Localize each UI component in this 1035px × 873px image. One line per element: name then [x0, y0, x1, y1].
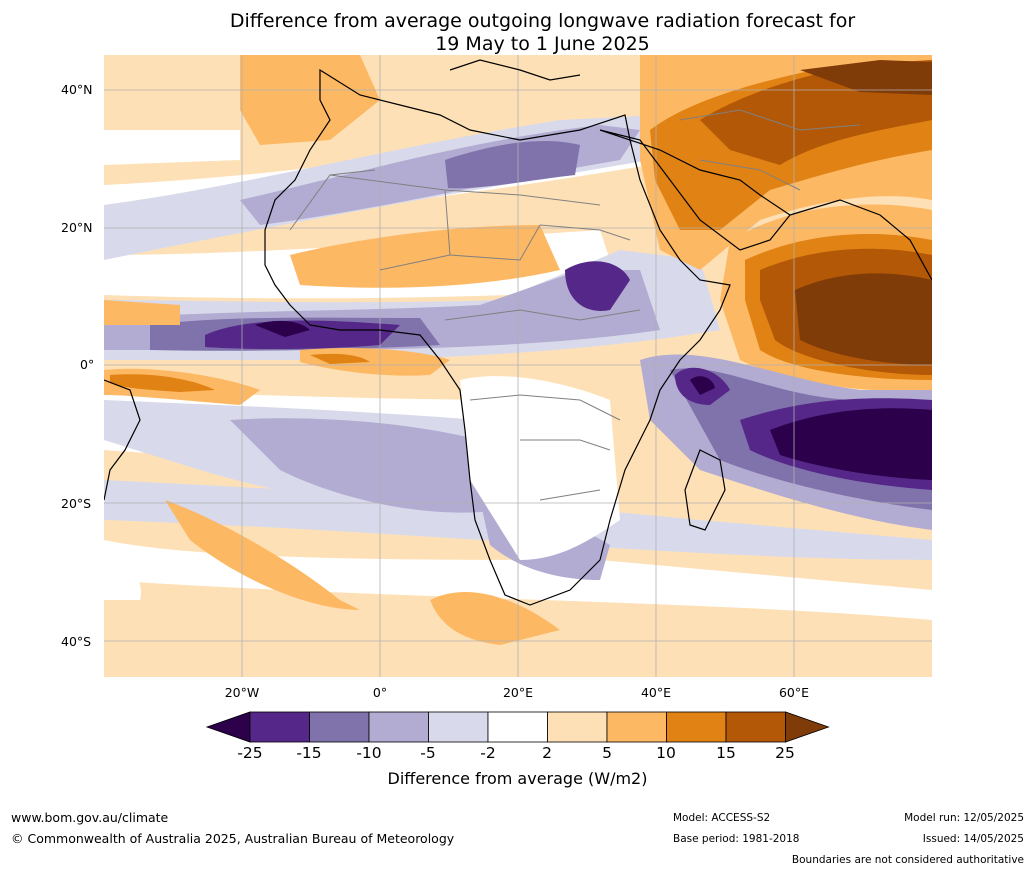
colorbar-tick-label: -2	[480, 744, 496, 762]
anomaly-region	[800, 60, 932, 95]
colorbar-tick-label: 10	[656, 744, 676, 762]
colorbar-tick-label: 2	[542, 744, 552, 762]
lon-tick-label: 60°E	[778, 685, 810, 700]
colorbar-swatch	[606, 711, 667, 743]
base-period: Base period: 1981-2018	[673, 833, 800, 845]
lon-tick-label: 20°W	[224, 685, 260, 700]
lon-tick-label: 40°E	[640, 685, 672, 700]
colorbar-swatch	[547, 711, 608, 743]
anomaly-region	[310, 353, 370, 364]
colorbar-title: Difference from average (W/m2)	[387, 769, 648, 788]
map-title-line1: Difference from average outgoing longwav…	[229, 10, 856, 32]
colorbar-tick-label: 5	[602, 744, 612, 762]
colorbar-tick-label: -10	[356, 744, 382, 762]
colorbar-swatch	[428, 711, 489, 743]
lat-tick-label: 20°S	[61, 496, 92, 511]
anomaly-region	[104, 300, 180, 325]
colorbar-tick-label: -15	[296, 744, 322, 762]
colorbar-swatch	[487, 711, 548, 743]
colorbar-swatch	[725, 711, 786, 743]
anomaly-region	[205, 320, 400, 350]
anomaly-region	[165, 500, 360, 610]
anomaly-region	[770, 408, 932, 480]
colorbar-tick-label: -5	[420, 744, 436, 762]
lat-tick-label: 40°N	[61, 82, 93, 97]
anomaly-region	[104, 130, 240, 165]
colorbar-extend-high	[785, 711, 830, 743]
lon-tick-label: 20°E	[502, 685, 534, 700]
copyright-text: © Commonwealth of Australia 2025, Austra…	[11, 831, 455, 846]
anomaly-region	[104, 560, 141, 600]
lat-tick-label: 40°S	[61, 634, 92, 649]
colorbar	[205, 711, 830, 743]
anomaly-region	[445, 140, 580, 189]
colorbar-extend-low	[205, 711, 251, 743]
lon-tick-label: 0°	[372, 685, 388, 700]
anomaly-region	[110, 374, 215, 392]
gridlines	[104, 55, 932, 677]
colorbar-swatch	[249, 711, 310, 743]
colorbar-tick-label: 15	[716, 744, 736, 762]
model-run-date: Model run: 12/05/2025	[904, 812, 1024, 824]
colorbar-tick-label: 25	[775, 744, 795, 762]
colorbar-swatch	[666, 711, 727, 743]
map-title-line2: 19 May to 1 June 2025	[435, 33, 650, 55]
anomaly-region	[430, 591, 560, 645]
website-link[interactable]: www.bom.gov.au/climate	[11, 810, 169, 825]
model-name: Model: ACCESS-S2	[673, 812, 771, 824]
anomaly-region	[255, 320, 310, 337]
anomaly-region	[290, 225, 560, 288]
olr-anomaly-map	[104, 55, 932, 677]
anomaly-region	[795, 273, 932, 365]
lat-tick-label: 20°N	[61, 220, 93, 235]
anomaly-region	[240, 55, 380, 145]
anomaly-region	[690, 376, 715, 395]
lat-tick-label: 0°	[80, 357, 95, 372]
map-canvas	[104, 55, 932, 677]
boundaries-disclaimer: Boundaries are not considered authoritat…	[791, 854, 1024, 866]
colorbar-swatch	[368, 711, 429, 743]
anomaly-region	[460, 376, 620, 560]
anomaly-region	[565, 261, 630, 311]
colorbar-swatch	[309, 711, 370, 743]
anomaly-region	[230, 418, 500, 513]
coastlines	[104, 59, 932, 606]
country-borders	[289, 109, 861, 501]
colorbar-tick-label: -25	[237, 744, 263, 762]
issued-date: Issued: 14/05/2025	[922, 833, 1024, 845]
